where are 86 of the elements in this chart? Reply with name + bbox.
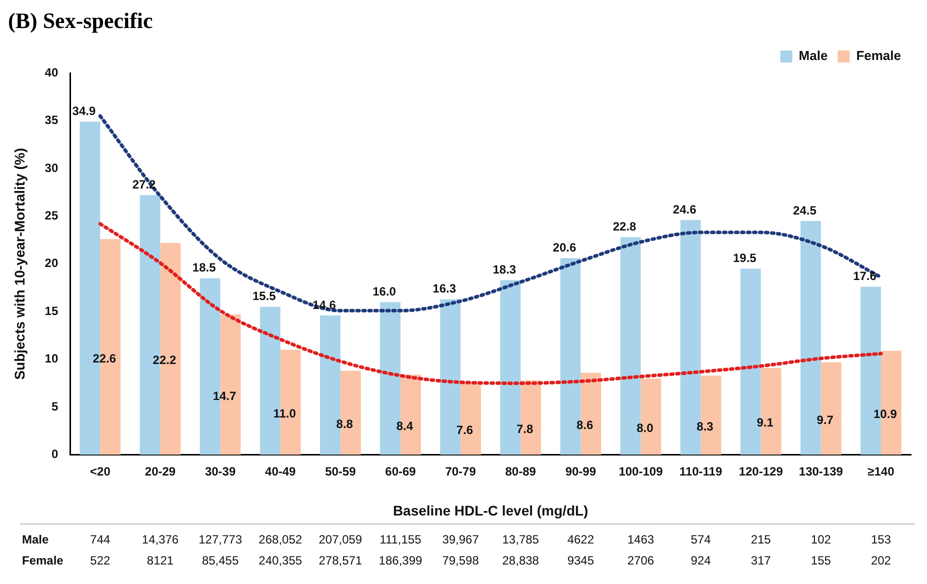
y-tick-label: 10 [44,352,58,366]
x-tick-label: ≥140 [868,464,895,478]
x-tick-label: 130-139 [798,464,844,478]
y-tick-label: 5 [51,399,58,414]
text: Female [22,553,64,568]
x-axis-title: Baseline HDL-C level (mg/dL) [392,502,588,518]
text: 39,967 [442,532,480,546]
legend-label: Female [856,48,902,64]
data-label: 20.6 [552,240,576,254]
y-tick-label: 40 [44,65,58,80]
data-label: 7.6 [456,422,474,437]
legend-label: Male [798,48,828,64]
text: 127,773 [198,532,242,546]
text: 522 [90,553,111,568]
text: 924 [690,553,712,568]
text: 79,598 [442,553,480,568]
data-label: 16.3 [432,282,456,296]
text: 1463 [627,532,654,546]
text: 215 [750,532,772,546]
data-label: 10.9 [874,407,898,422]
y-tick-label: 35 [44,113,58,128]
x-tick-label: 110-119 [679,464,722,478]
x-tick-label: <20 [90,464,111,478]
data-label: 9.7 [816,412,834,427]
text: 8121 [146,553,174,568]
data-label: 11.0 [273,406,296,421]
text: 278,571 [318,553,362,568]
text: 4622 [567,532,594,546]
data-label: 7.8 [516,422,534,436]
x-tick-label: 80-89 [505,464,536,478]
data-label: 14.6 [312,298,336,312]
line-series [98,114,883,312]
text: 85,455 [202,553,239,568]
x-tick-label: 70-79 [445,464,476,478]
data-label: 8.0 [636,420,654,435]
data-label: 19.5 [732,250,757,265]
text: 317 [750,553,772,568]
x-tick-label: 30-39 [204,464,236,478]
text: 574 [690,532,712,546]
text: 153 [870,532,892,546]
data-label: 8.6 [576,418,594,432]
text: 155 [810,553,832,568]
text: 9345 [567,553,594,568]
text: 744 [90,532,111,546]
data-label: 17.6 [853,269,877,284]
data-label: 15.5 [252,289,276,304]
x-tick-label: 100-109 [618,464,664,478]
data-label: 22.8 [612,219,637,234]
data-label: 14.7 [212,388,237,403]
data-label: 8.3 [696,420,714,434]
text: 14,376 [142,532,179,546]
data-label: 22.2 [152,353,176,368]
text: 186,399 [378,553,422,568]
text: 28,838 [502,553,540,568]
data-label: 18.3 [492,262,516,276]
text: 240,355 [258,553,302,568]
data-label: 34.9 [72,104,96,118]
y-tick-label: 15 [44,304,58,318]
text: 102 [810,532,832,546]
data-label: 16.0 [372,284,396,298]
y-tick-label: 30 [44,160,58,175]
text: 2706 [627,553,654,568]
text: 268,052 [258,532,302,546]
data-label: 24.6 [672,202,697,216]
data-label: 24.5 [793,203,817,218]
x-tick-label: 120-129 [738,464,784,478]
x-tick-label: 90-99 [565,464,596,478]
data-label: 9.1 [756,416,774,430]
data-label: 18.5 [192,260,216,275]
text: 111,155 [380,532,422,546]
data-label: 8.8 [336,417,354,432]
text: 202 [870,553,892,568]
text: 207,059 [318,532,362,546]
x-tick-label: 20-29 [144,464,176,478]
y-axis-title: Subjects with 10-year-Mortality (%) [11,148,28,380]
y-tick-label: 0 [51,447,58,462]
data-label: 8.4 [396,419,414,434]
x-tick-label: 50-59 [325,464,356,478]
x-tick-label: 40-49 [265,464,296,478]
text: Male [22,532,50,546]
data-label: 22.6 [92,351,116,366]
x-tick-label: 60-69 [385,464,416,478]
y-tick-label: 25 [44,208,58,222]
text: 13,785 [502,532,540,546]
y-tick-label: 20 [44,256,58,270]
chart-title: (B) Sex-specific [8,8,154,35]
